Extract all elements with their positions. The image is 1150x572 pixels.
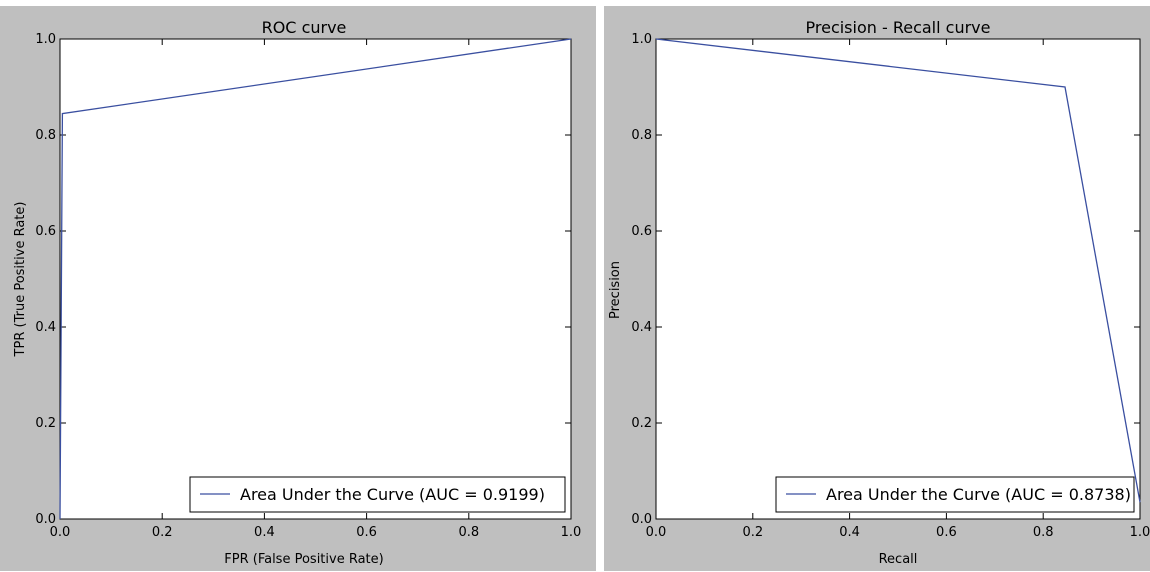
x-tick-label: 0.0 — [646, 525, 667, 540]
y-tick-label: 0.6 — [35, 224, 56, 239]
chart-title: ROC curve — [262, 18, 347, 37]
y-tick-label: 0.8 — [35, 128, 56, 143]
roc-chart-panel: ROC curve FPR (False Positive Rate) TPR … — [0, 6, 596, 571]
legend-label: Area Under the Curve (AUC = 0.9199) — [240, 485, 545, 504]
precision-recall-chart: Precision - Recall curve Recall Precisio… — [608, 18, 1150, 567]
chart-title: Precision - Recall curve — [806, 18, 991, 37]
roc-chart: ROC curve FPR (False Positive Rate) TPR … — [13, 18, 581, 567]
series-line — [59, 38, 572, 520]
x-tick-label: 0.8 — [1033, 525, 1054, 540]
legend: Area Under the Curve (AUC = 0.8738) — [775, 476, 1135, 513]
y-tick-label: 0.2 — [35, 416, 56, 431]
axis-ticks: 0.0 0.2 0.4 0.6 0.8 1.0 0.0 0.2 0.4 0.6 0.8 1.0 — [35, 32, 581, 540]
plot-area — [655, 38, 1141, 520]
x-tick-label: 0.6 — [356, 525, 377, 540]
y-tick-label: 0.0 — [631, 512, 652, 527]
x-axis-label: Recall — [879, 552, 918, 567]
series-group — [655, 38, 1141, 503]
x-axis-label: FPR (False Positive Rate) — [224, 552, 383, 567]
legend-label: Area Under the Curve (AUC = 0.8738) — [826, 485, 1131, 504]
legend: Area Under the Curve (AUC = 0.9199) — [189, 476, 566, 513]
precision-recall-chart-panel: Precision - Recall curve Recall Precisio… — [604, 6, 1150, 571]
legend-box — [775, 476, 1135, 513]
series-group — [59, 38, 572, 520]
y-tick-label: 1.0 — [35, 32, 56, 47]
y-tick-label: 0.4 — [631, 320, 652, 335]
x-tick-label: 0.4 — [839, 525, 860, 540]
x-tick-label: 0.0 — [50, 525, 71, 540]
plot-area — [59, 38, 572, 520]
series-line — [655, 38, 1141, 503]
y-axis-label: TPR (True Positive Rate) — [13, 202, 28, 358]
y-tick-label: 0.4 — [35, 320, 56, 335]
x-tick-label: 0.2 — [742, 525, 763, 540]
y-tick-label: 0.0 — [35, 512, 56, 527]
y-tick-label: 0.8 — [631, 128, 652, 143]
x-tick-label: 1.0 — [1130, 525, 1150, 540]
x-tick-label: 0.6 — [936, 525, 957, 540]
x-tick-label: 0.8 — [458, 525, 479, 540]
x-tick-label: 0.4 — [254, 525, 275, 540]
y-axis-label: Precision — [608, 261, 623, 319]
y-tick-label: 0.2 — [631, 416, 652, 431]
y-tick-label: 1.0 — [631, 32, 652, 47]
y-tick-label: 0.6 — [631, 224, 652, 239]
legend-box — [189, 476, 566, 513]
axis-ticks: 0.0 0.2 0.4 0.6 0.8 1.0 0.0 0.2 0.4 0.6 0.8 1.0 — [631, 32, 1150, 540]
x-tick-label: 1.0 — [561, 525, 582, 540]
x-tick-label: 0.2 — [152, 525, 173, 540]
